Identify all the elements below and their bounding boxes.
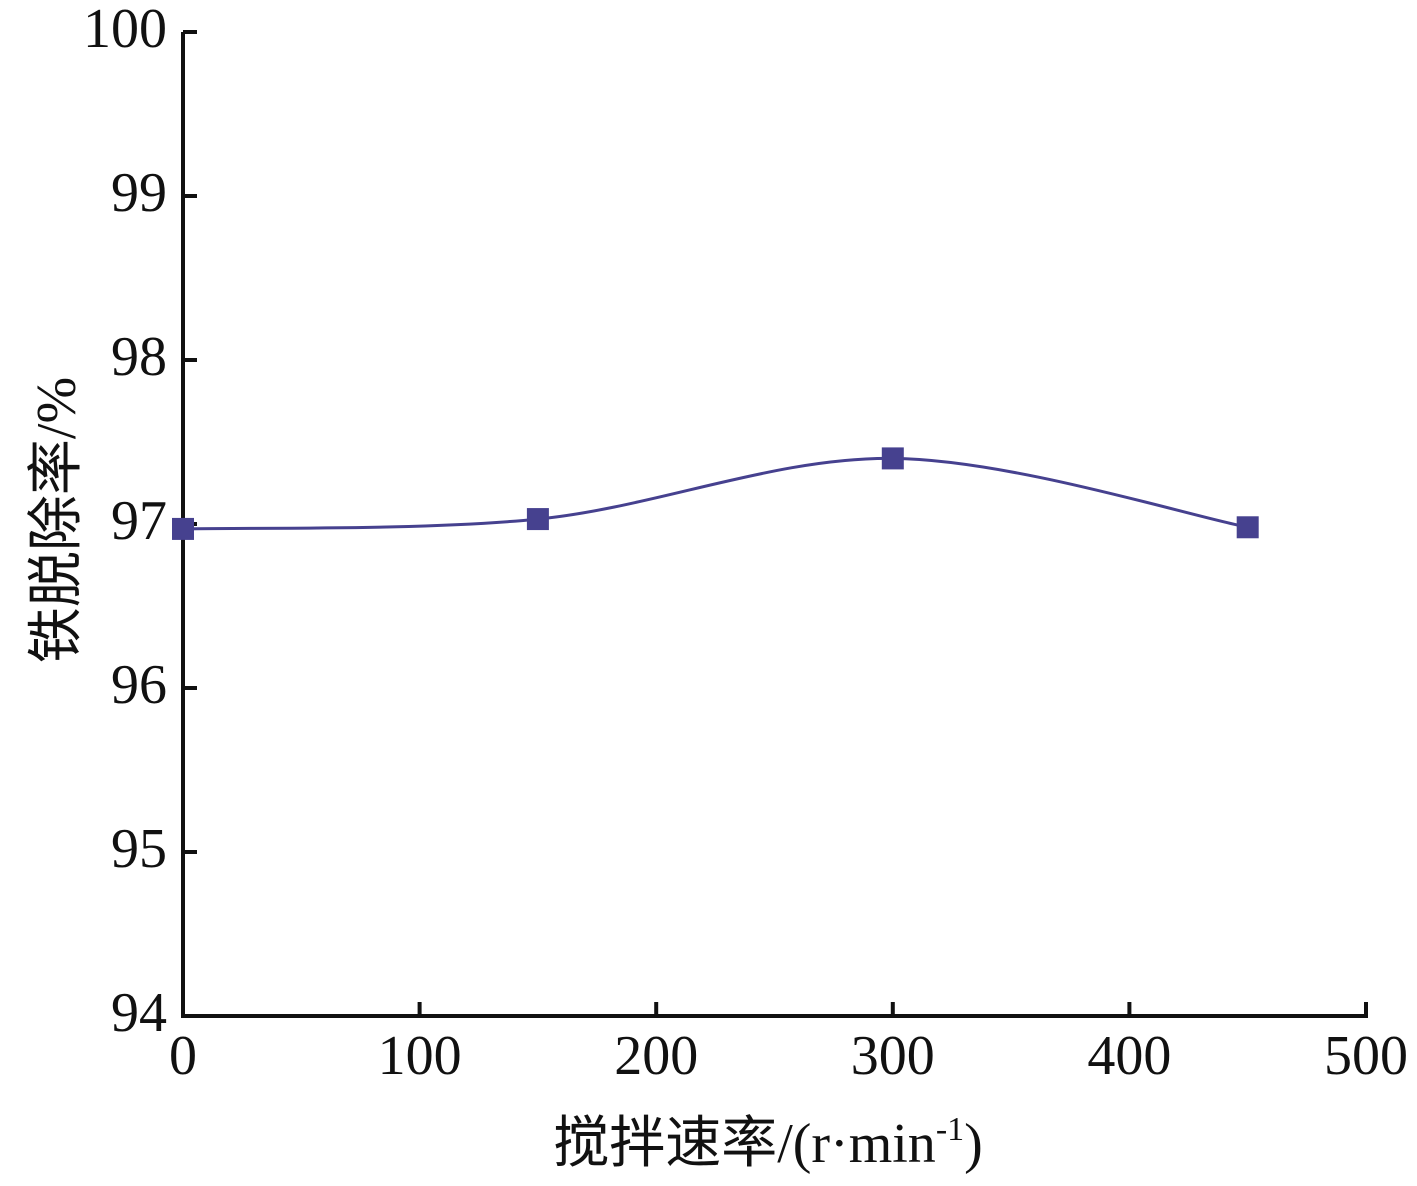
data-point-marker [881, 447, 904, 470]
y-tick-label: 100 [83, 0, 167, 60]
data-point-marker [526, 508, 549, 531]
y-tick-label: 95 [111, 818, 167, 880]
y-tick-label: 97 [111, 490, 167, 552]
y-tick-label: 98 [111, 326, 167, 388]
x-axis-title-main: 搅拌速率/(r·min [553, 1113, 936, 1175]
x-tick-label: 0 [169, 1025, 197, 1087]
data-point-marker [172, 517, 194, 540]
data-point-marker [1236, 516, 1259, 539]
y-tick-label: 99 [111, 162, 167, 224]
x-tick-label: 400 [1087, 1025, 1171, 1087]
y-axis-title: 铁脱除率/% [26, 377, 88, 663]
ticks: 94 95 96 97 98 99 100 0 100 200 300 400 500 [83, 0, 1408, 1087]
x-tick-label: 300 [851, 1025, 935, 1087]
axes [181, 32, 1368, 1018]
x-tick-label: 500 [1324, 1025, 1408, 1087]
y-tick-label: 94 [111, 982, 167, 1044]
series-layer [172, 447, 1259, 540]
series-line [182, 456, 1248, 531]
x-tick-label: 100 [378, 1025, 462, 1087]
y-tick-label: 96 [111, 654, 167, 716]
x-axis-title-superscript: -1 [936, 1111, 964, 1148]
x-axis-title-end: ) [964, 1113, 983, 1175]
x-axis-title: 搅拌速率/(r·min-1) [553, 1111, 983, 1175]
x-tick-label: 200 [614, 1025, 698, 1087]
